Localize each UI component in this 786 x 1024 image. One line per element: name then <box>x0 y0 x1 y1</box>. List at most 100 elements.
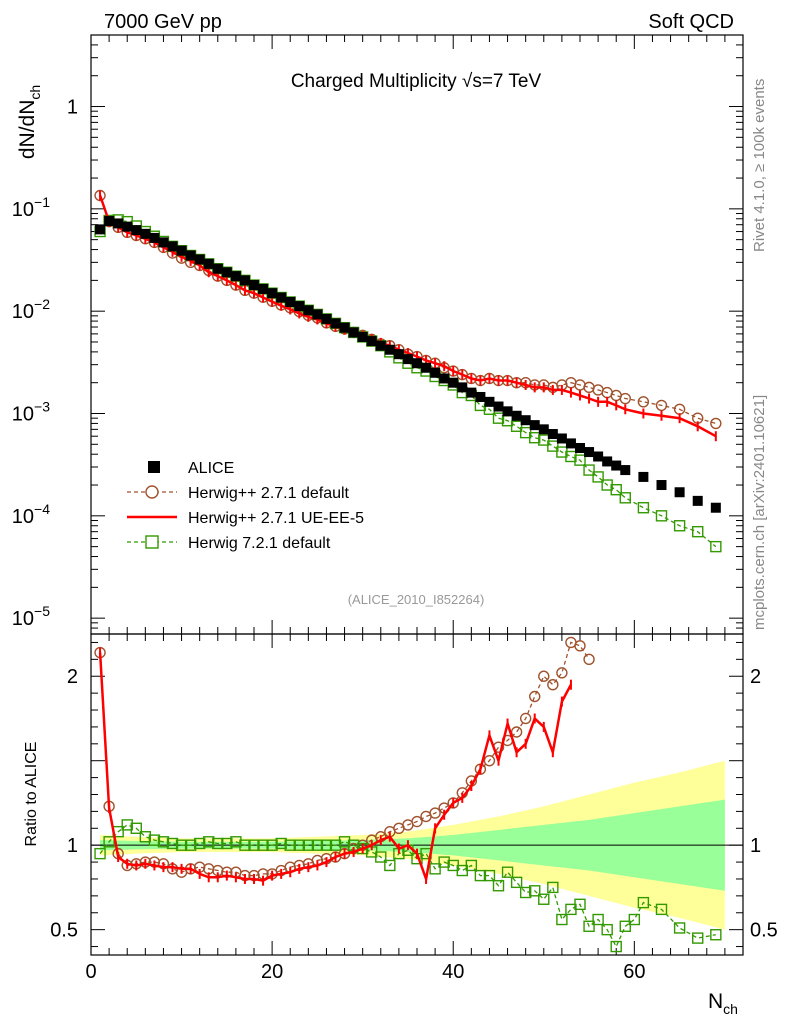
main-series-3-point <box>592 471 604 483</box>
main-series-0-point <box>692 495 703 506</box>
main-series-0-point <box>375 340 386 351</box>
ratio-series-2-point <box>257 839 269 851</box>
ratio-y-axis-label: Ratio to ALICE <box>23 742 40 847</box>
main-series-3-point <box>655 510 668 522</box>
main-series-3-point <box>673 520 686 532</box>
ratio-series-2-point <box>266 839 278 851</box>
main-series-0-point <box>212 263 223 274</box>
ratio-series-2-point <box>465 859 478 872</box>
main-series-3-point <box>565 450 577 463</box>
main-series-0-point <box>547 429 558 440</box>
x-tick-label: 40 <box>442 961 464 983</box>
main-series-3-point <box>637 502 650 514</box>
y-tick-exponent: −5 <box>34 603 50 619</box>
y-tick-exponent: −1 <box>34 194 50 210</box>
main-series-0-point <box>430 367 441 378</box>
main-series-0-point <box>348 327 359 338</box>
main-series-0-point <box>149 232 160 243</box>
main-series-3-point <box>583 464 595 476</box>
ratio-series-0-point <box>483 755 496 767</box>
main-series-0-point <box>185 250 196 261</box>
main-series-0-point <box>258 283 269 294</box>
header-left: 7000 GeV pp <box>104 11 222 33</box>
ratio-y-tick-label-left: 0.5 <box>50 920 78 942</box>
main-series-0-point <box>502 406 513 417</box>
y-axis-label-sub: ch <box>27 85 43 100</box>
ratio-series-2-point <box>692 932 704 944</box>
y-tick-label: 10−5 <box>12 603 50 630</box>
main-series-0-point <box>602 456 613 467</box>
ratio-series-2-point <box>574 898 586 911</box>
main-series-0-point <box>167 241 178 252</box>
ratio-series-2-point <box>293 839 305 851</box>
main-series-0-point <box>294 301 305 312</box>
main-series-0-point <box>104 216 115 227</box>
main-series-0-point <box>321 313 332 324</box>
main-series-0-point <box>221 267 232 278</box>
mcplots-label: mcplots.cern.ch [arXiv:2401.10621] <box>751 395 768 630</box>
main-series-0-point <box>457 382 468 393</box>
main-series-3-point <box>529 432 541 444</box>
main-series-3-point <box>710 540 722 553</box>
main-series-0-point <box>357 331 368 342</box>
main-series-0-point <box>393 349 404 360</box>
main-series-0-point <box>448 377 459 388</box>
ratio-series-0-point <box>574 640 586 652</box>
ratio-series-2-point <box>483 869 496 882</box>
ratio-y-tick-label-left: 2 <box>67 666 78 688</box>
main-series-0-point <box>484 396 495 407</box>
main-series-0-point <box>249 280 259 291</box>
ratio-series-2-point <box>384 859 396 872</box>
ratio-series-2-point <box>94 847 106 860</box>
ratio-series-2-point <box>193 837 206 850</box>
main-series-0-point <box>203 258 214 269</box>
legend-label: Herwig++ 2.7.1 default <box>188 485 350 502</box>
main-series-1-point <box>619 392 631 405</box>
legend-marker <box>145 485 159 499</box>
main-series-0-point <box>122 221 133 232</box>
main-series-3-point <box>692 525 704 538</box>
main-series-0-point <box>638 471 649 482</box>
main-series-3-point <box>619 492 631 504</box>
ratio-series-0-point <box>429 807 441 819</box>
ratio-series-2-point <box>556 913 568 926</box>
ratio-series-2-point <box>302 839 315 851</box>
main-series-0-point <box>611 460 622 471</box>
main-series-2-line <box>98 195 717 438</box>
ratio-y-tick-label-left: 1 <box>67 835 78 857</box>
main-series-3-point <box>510 420 523 432</box>
main-series-0-point <box>529 420 540 431</box>
main-series-0-point <box>493 401 504 412</box>
x-axis-label-sub: ch <box>723 1001 738 1017</box>
ratio-series-2-point <box>538 893 550 905</box>
ratio-series-0-point <box>583 653 595 666</box>
legend-label: Herwig++ 2.7.1 UE-EE-5 <box>188 510 364 527</box>
ratio-series-2-point <box>610 940 622 953</box>
ratio-y-tick-label-right: 0.5 <box>750 920 778 942</box>
ratio-series-2-point <box>501 866 514 878</box>
ratio-series-2-point <box>474 869 487 882</box>
ratio-series-2-point <box>157 836 170 848</box>
analysis-tag: (ALICE_2010_I852264) <box>348 592 485 607</box>
main-series-0-point <box>239 275 250 286</box>
main-series-1-point <box>637 396 650 408</box>
ratio-series-2-point <box>655 903 668 916</box>
main-series-0-point <box>674 487 685 498</box>
main-series-0-point <box>339 322 350 333</box>
ratio-series-2-point <box>275 837 287 850</box>
main-series-0-point <box>366 336 377 347</box>
main-series-0-point <box>466 387 477 398</box>
y-tick-label: 10−1 <box>12 194 50 221</box>
ratio-series-2-point <box>320 839 333 851</box>
ratio-series-2-point <box>438 856 450 868</box>
main-series-3-point <box>492 412 505 424</box>
y-tick-label: 10−3 <box>12 398 50 425</box>
ratio-series-2-point <box>601 923 613 936</box>
main-series-0-point <box>303 305 314 316</box>
ratio-series-2-point <box>628 913 641 926</box>
header-right: Soft QCD <box>648 11 734 33</box>
ratio-series-2-point <box>239 839 251 851</box>
main-series-0-point <box>475 391 486 402</box>
